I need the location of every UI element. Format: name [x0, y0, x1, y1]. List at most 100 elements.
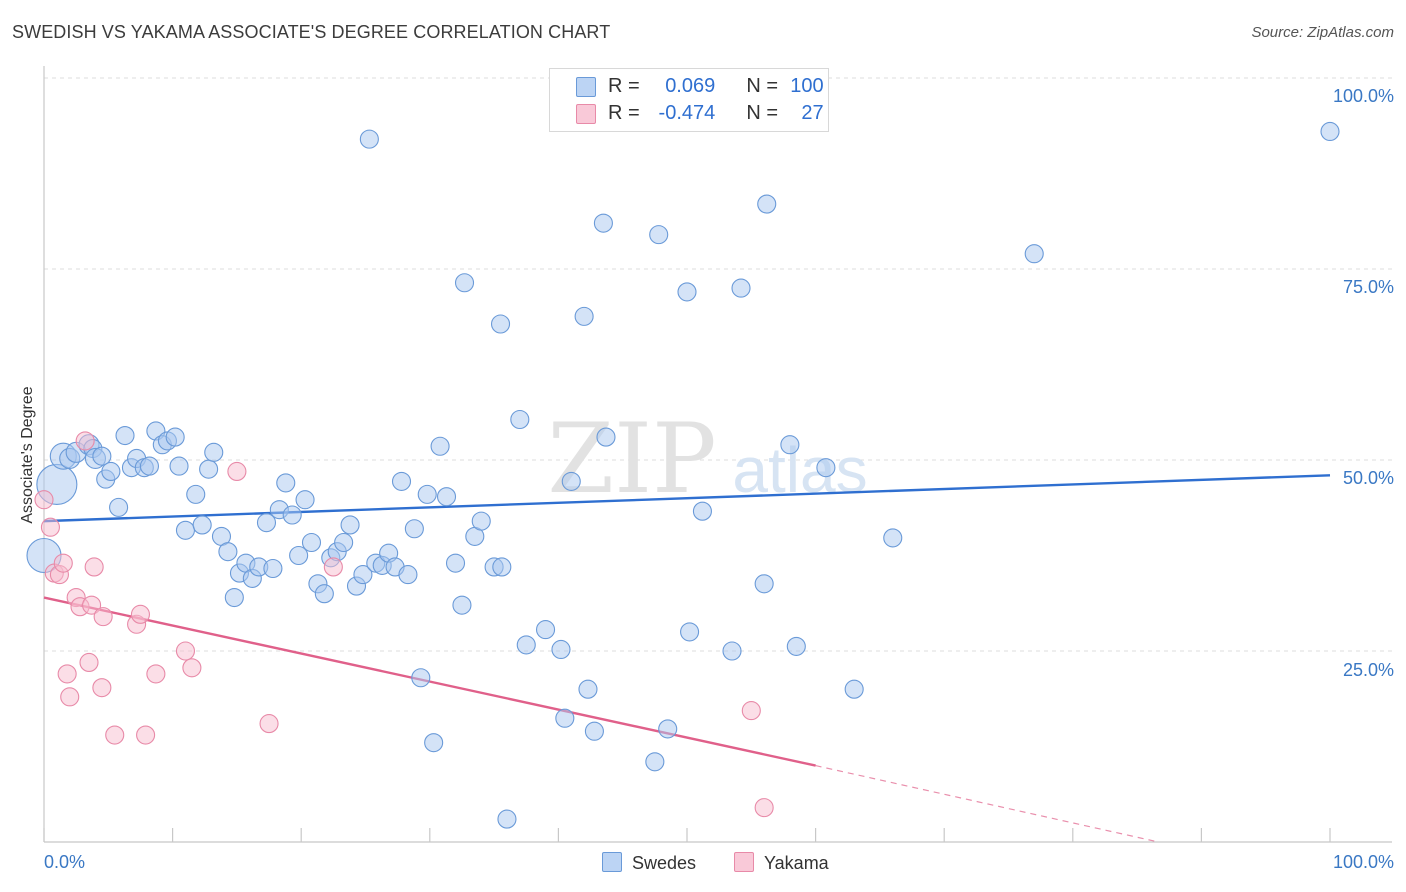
trend-lines [43, 474, 1331, 843]
yakama-point [57, 664, 77, 684]
data-points [26, 121, 1340, 829]
swedes-point [411, 668, 431, 688]
swedes-point [722, 641, 742, 661]
swedes-point [535, 620, 556, 640]
swedes-point [424, 733, 444, 753]
swedes-point [92, 446, 112, 466]
legend: R = 0.069 N = 100 R = -0.474 N = 27 [549, 68, 829, 132]
swedes-point [436, 487, 457, 507]
swedes-point [282, 505, 302, 525]
swedes-point [780, 435, 800, 455]
y-tick-50: 50.0% [1342, 468, 1394, 488]
yakama-point [182, 658, 202, 678]
swedes-point [218, 542, 238, 562]
yakama-point [175, 641, 196, 661]
swedes-point [404, 519, 424, 539]
swedes-point [109, 497, 129, 517]
swedes-point [658, 719, 678, 739]
swedes-point [301, 532, 322, 553]
trend-line-yakama-extension [815, 765, 1159, 843]
swedes-point [574, 306, 594, 326]
swedes-point [169, 456, 189, 476]
swedes-point [289, 545, 309, 566]
swedes-point [204, 442, 224, 462]
swedes-point [844, 679, 864, 699]
swedes-point [115, 426, 135, 446]
swedes-point [1024, 244, 1044, 264]
swedes-point [1320, 121, 1340, 142]
swedes-point [256, 513, 277, 533]
legend-swatch-swedes [576, 77, 596, 97]
swedes-point [334, 532, 354, 553]
swedes-point [649, 225, 669, 245]
swedes-point [731, 278, 751, 298]
x-tick-0: 0.0% [44, 852, 86, 872]
yakama-point [227, 461, 247, 482]
source-label: Source: ZipAtlas.com [1251, 24, 1394, 41]
swedes-point [175, 520, 196, 540]
swedes-point [454, 273, 475, 293]
bottom-legend-label-swedes: Swedes [632, 853, 697, 873]
swedes-point [263, 558, 283, 579]
swedes-point [445, 553, 466, 573]
yakama-point [741, 701, 761, 721]
swedes-point [883, 528, 903, 548]
x-tick-100: 100.0% [1332, 852, 1394, 872]
swedes-point [645, 752, 665, 772]
legend-n-label: N = [746, 75, 779, 97]
legend-r-label: R = [608, 102, 640, 124]
trend-line-swedes [43, 474, 1331, 523]
yakama-point [79, 652, 99, 673]
watermark: ZIP atlas [547, 403, 867, 515]
y-tick-100: 100.0% [1332, 86, 1394, 106]
swedes-point [186, 484, 206, 504]
swedes-point [353, 565, 373, 585]
yakama-point [53, 553, 73, 573]
yakama-point [323, 557, 343, 577]
swedes-point [165, 427, 185, 447]
swedes-point [139, 456, 160, 476]
yakama-point [93, 607, 113, 627]
swedes-point [510, 409, 530, 430]
swedes-point [452, 595, 472, 615]
axes [43, 66, 1392, 843]
legend-r-value: 0.069 [665, 75, 716, 97]
swedes-point [555, 708, 575, 728]
swedes-point [192, 515, 212, 535]
swedes-point [340, 515, 360, 535]
legend-r-value: -0.474 [658, 102, 716, 124]
bottom-legend-label-yakama: Yakama [764, 853, 829, 873]
swedes-point [295, 490, 315, 510]
yakama-point [259, 714, 279, 734]
yakama-point [84, 557, 104, 577]
legend-n-value: 27 [801, 102, 824, 124]
yakama-point [82, 595, 102, 615]
swedes-point [430, 436, 450, 456]
y-tick-25: 25.0% [1342, 660, 1394, 680]
swedes-point [398, 565, 418, 585]
swedes-point [492, 557, 512, 577]
swedes-point [578, 679, 598, 699]
yakama-point [130, 604, 150, 624]
bottom-legend-swatch-yakama [734, 852, 754, 872]
swedes-point [757, 194, 777, 214]
yakama-point [754, 798, 774, 818]
swedes-point [677, 282, 697, 302]
swedes-point [224, 587, 244, 608]
swedes-point [314, 584, 334, 604]
swedes-point [199, 459, 219, 479]
bottom-legend-swatch-swedes [602, 852, 622, 872]
swedes-point [816, 458, 836, 478]
swedes-point [391, 471, 412, 491]
swedes-point [101, 461, 121, 482]
swedes-point [692, 501, 712, 521]
legend-n-label: N = [746, 102, 779, 124]
swedes-point [561, 471, 581, 491]
yakama-point [75, 431, 95, 451]
swedes-point [359, 129, 379, 149]
legend-swatch-yakama [576, 104, 596, 124]
yakama-point [105, 725, 125, 745]
yakama-point [146, 664, 166, 684]
trend-line-yakama [43, 596, 816, 767]
